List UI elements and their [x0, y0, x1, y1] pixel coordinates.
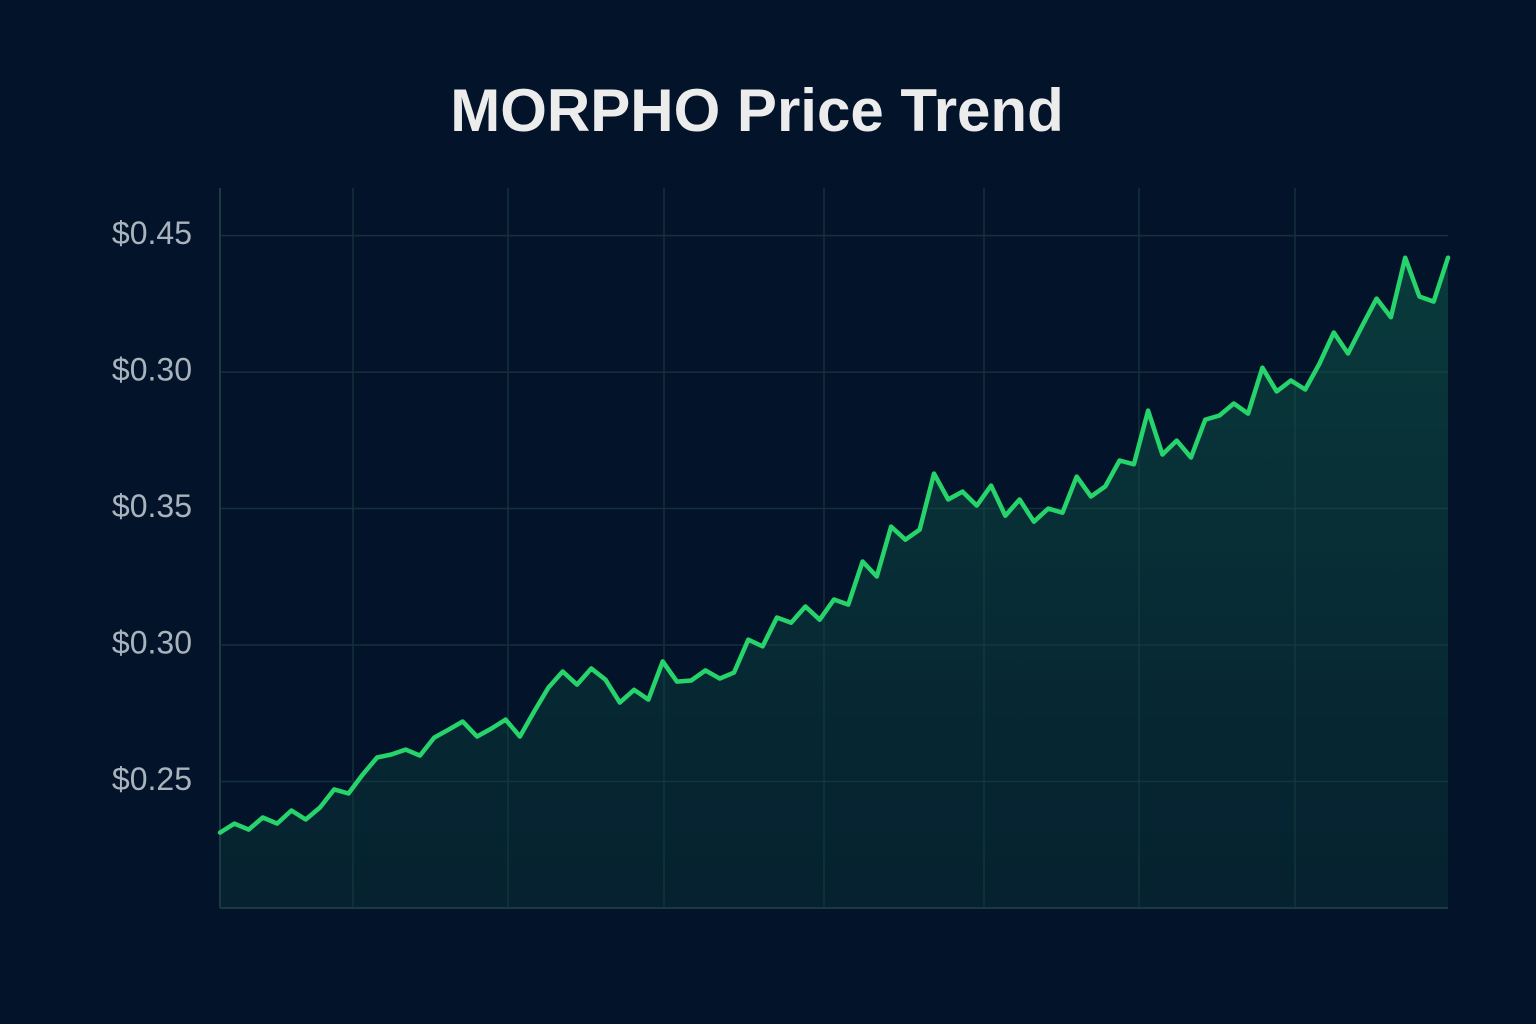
y-tick-label: $0.30	[112, 352, 192, 388]
y-tick-label: $0.30	[112, 624, 192, 660]
y-tick-label: $0.35	[112, 488, 192, 524]
y-tick-label: $0.25	[112, 761, 192, 797]
price-line	[217, 255, 1451, 835]
y-tick-label: $0.45	[112, 215, 192, 251]
chart-title: MORPHO Price Trend	[450, 77, 1063, 144]
area-fill	[220, 257, 1448, 908]
